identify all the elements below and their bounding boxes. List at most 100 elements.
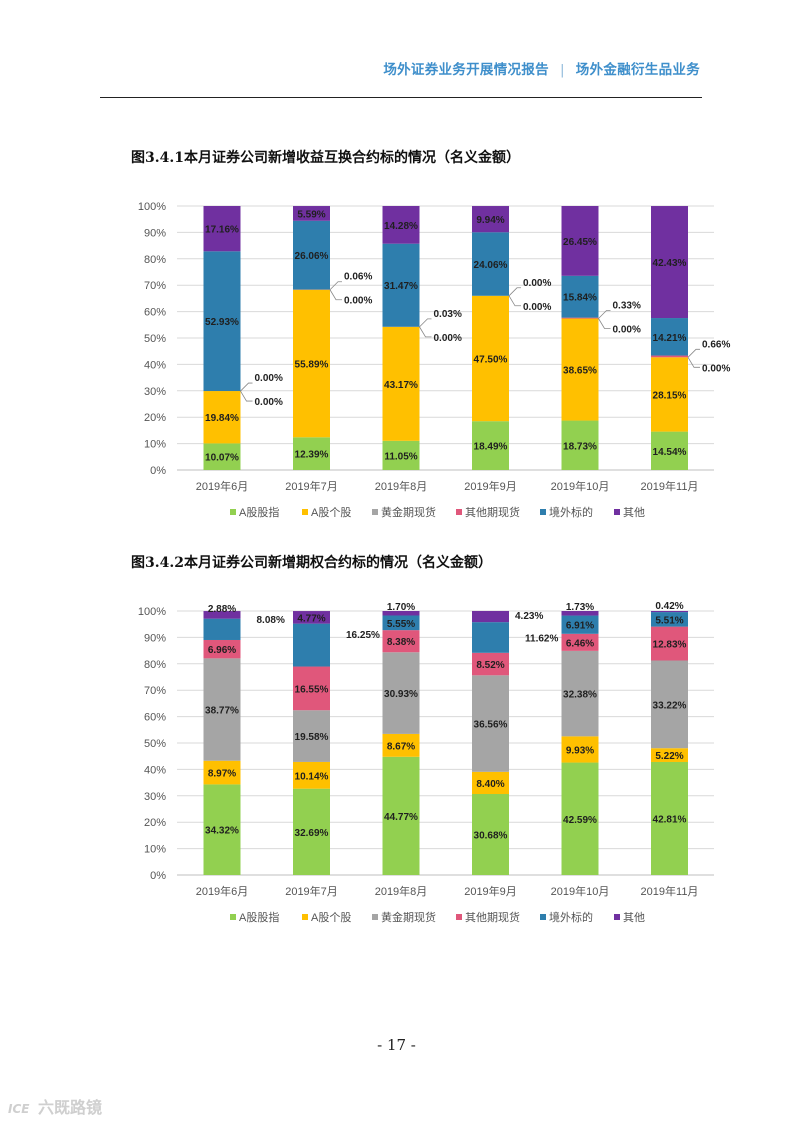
x-tick-label: 2019年9月: [464, 479, 517, 493]
data-label: 44.77%: [384, 812, 418, 823]
data-label: 5.59%: [297, 209, 325, 220]
bar-segment: [472, 421, 509, 470]
bar-segment: [651, 206, 688, 319]
bar-segment: [651, 431, 688, 470]
watermark-text: 六既路镜: [38, 1098, 103, 1117]
bar-segment: [293, 710, 330, 762]
y-tick-label: 0%: [150, 870, 166, 882]
bar-segment: [382, 756, 420, 875]
leader-line: [419, 326, 432, 338]
data-label: 1.73%: [566, 602, 594, 613]
legend-label: A股个股: [311, 506, 351, 519]
bar-segment: [651, 318, 688, 356]
bar-segment: [382, 652, 420, 734]
watermark: ICE 六既路镜: [8, 1094, 102, 1118]
x-tick-label: 2019年9月: [464, 884, 517, 898]
legend-label: 其他: [623, 911, 645, 924]
y-tick-label: 70%: [144, 280, 166, 292]
data-label: 12.83%: [653, 640, 687, 651]
data-label: 26.06%: [295, 251, 329, 262]
bar-segment: [472, 652, 509, 676]
data-label: 6.46%: [566, 638, 594, 649]
leader-line: [240, 390, 253, 402]
data-label: 34.32%: [205, 826, 239, 837]
data-label: 24.06%: [474, 260, 508, 271]
y-tick-label: 80%: [144, 254, 166, 266]
bar-segment: [203, 443, 241, 470]
data-label: 38.65%: [563, 366, 597, 377]
data-label: 11.05%: [384, 451, 417, 462]
legend-swatch: [614, 509, 620, 515]
y-tick-label: 30%: [144, 386, 166, 398]
bar-segment: [293, 611, 330, 624]
data-label: 32.38%: [563, 690, 597, 701]
page-number: - 17 -: [377, 1036, 416, 1054]
bar-segment: [293, 220, 330, 290]
bar-segment: [651, 748, 688, 762]
data-label: 30.68%: [474, 831, 508, 842]
x-tick-label: 2019年8月: [375, 479, 428, 493]
callout-label: 0.33%: [613, 301, 641, 312]
data-label: 16.25%: [346, 630, 380, 641]
x-tick-label: 2019年10月: [551, 479, 610, 493]
bar-segment: [203, 611, 241, 619]
data-label: 52.93%: [205, 317, 239, 328]
data-label: 10.07%: [205, 453, 239, 464]
callout-label: 0.00%: [255, 373, 283, 384]
data-label: 55.89%: [295, 360, 329, 371]
bar-segment: [472, 794, 509, 875]
legend-label: A股股指: [239, 505, 279, 519]
data-label: 6.96%: [208, 645, 236, 656]
bar-segment: [203, 251, 241, 392]
x-tick-label: 2019年6月: [196, 884, 249, 898]
bar-segment: [472, 675, 509, 772]
bar-segment: [382, 326, 420, 441]
y-tick-label: 70%: [144, 685, 166, 697]
y-tick-label: 100%: [138, 201, 166, 213]
data-label: 30.93%: [384, 689, 418, 700]
data-label: 43.17%: [384, 380, 418, 391]
legend-label: A股个股: [311, 911, 351, 924]
legend-label: 其他期现货: [465, 910, 520, 924]
bar-segment: [382, 611, 420, 616]
callout-label: 0.06%: [344, 272, 372, 283]
data-label: 4.23%: [515, 611, 543, 622]
legend-label: 其他: [623, 506, 645, 519]
bar-segment: [293, 666, 330, 711]
legend-swatch: [456, 914, 462, 920]
bar-segment: [561, 206, 599, 276]
bar-segment: [382, 440, 420, 470]
bar-segment: [203, 784, 241, 875]
data-label: 8.52%: [476, 660, 504, 671]
y-tick-label: 50%: [144, 738, 166, 750]
legend-swatch: [456, 509, 462, 515]
data-label: 8.08%: [257, 615, 285, 626]
data-label: 9.94%: [476, 215, 504, 226]
x-tick-label: 2019年7月: [285, 479, 338, 493]
bar-segment: [651, 355, 688, 358]
y-tick-label: 30%: [144, 791, 166, 803]
bar-segment: [382, 615, 420, 631]
data-label: 42.81%: [653, 814, 687, 825]
data-label: 31.47%: [384, 281, 418, 292]
data-label: 8.38%: [387, 637, 415, 648]
y-tick-label: 90%: [144, 632, 166, 644]
y-tick-label: 90%: [144, 227, 166, 239]
x-tick-label: 2019年11月: [641, 884, 699, 898]
data-label: 16.55%: [295, 684, 329, 695]
bar-segment: [203, 639, 241, 659]
bar-segment: [561, 736, 599, 763]
bar-segment: [293, 206, 330, 221]
bar-segment: [293, 761, 330, 789]
data-label: 18.49%: [474, 442, 508, 453]
y-tick-label: 50%: [144, 333, 166, 345]
y-tick-label: 40%: [144, 764, 166, 776]
leader-line: [598, 318, 611, 329]
bar-segment: [203, 391, 241, 444]
legend-swatch: [614, 914, 620, 920]
figure-title-swap: 图3.4.1本月证券公司新增收益互换合约标的情况（名义金额）: [131, 150, 520, 166]
data-label: 8.97%: [208, 769, 236, 780]
swap-underlying-chart: 0% 10% 20% 30% 40% 50% 60% 70% 80% 90% 100% 10.07% 1…: [138, 201, 731, 519]
data-label: 5.51%: [655, 615, 683, 626]
leader-line: [329, 289, 342, 301]
